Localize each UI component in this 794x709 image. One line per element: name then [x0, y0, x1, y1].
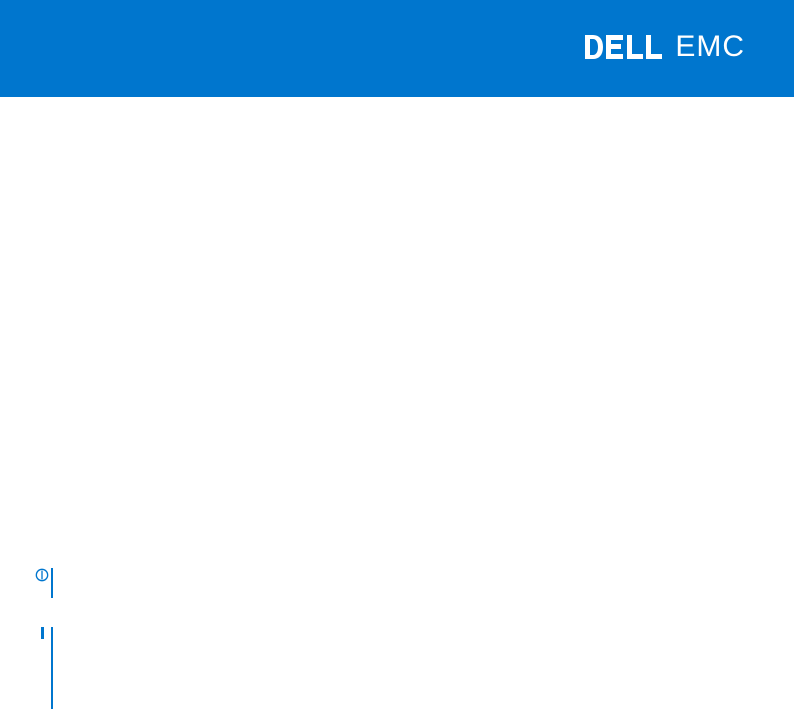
content-area	[0, 97, 794, 137]
info-circle-icon	[35, 568, 49, 582]
note-block-1	[51, 568, 65, 598]
note-block-2	[51, 627, 65, 709]
header-bar: EMC	[0, 0, 794, 97]
brand-logo: EMC	[585, 30, 745, 64]
emc-logo-text: EMC	[675, 30, 745, 64]
info-bar-icon	[41, 627, 44, 639]
dell-logo-svg	[585, 33, 671, 61]
